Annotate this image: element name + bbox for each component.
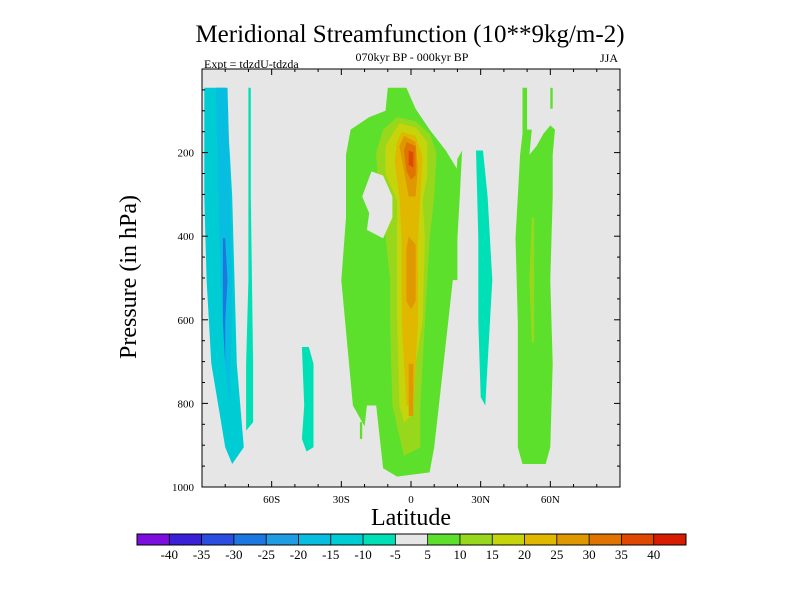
colorbar-swatch [298, 534, 332, 545]
contour-region-sh-small-blob [301, 347, 314, 452]
colorbar-level-label: 40 [647, 547, 660, 562]
contour-region-nh-60-positive [515, 87, 555, 465]
colorbar-swatch [556, 534, 590, 545]
colorbar-level-label: 20 [518, 547, 531, 562]
colorbar-level-label: 10 [453, 547, 466, 562]
season-label: JJA [600, 51, 618, 65]
y-tick-label: 400 [178, 231, 195, 243]
chart-title: Meridional Streamfunction (10**9kg/m-2) [195, 21, 624, 48]
colorbar-swatch [589, 534, 622, 545]
colorbar-swatch [137, 534, 170, 545]
colorbar-swatch [621, 534, 655, 545]
colorbar-level-label: 25 [550, 547, 563, 562]
y-tick-label: 800 [178, 398, 195, 410]
colorbar-frame [136, 533, 687, 546]
y-axis-label: Pressure (in hPa) [116, 195, 142, 359]
contour-region-nh-strip-top [550, 87, 553, 109]
colorbar-level-label: -30 [225, 547, 242, 562]
contour-region-gap-white [362, 171, 393, 239]
x-tick-label: 60S [263, 494, 280, 506]
contour-region-tiny-positive [359, 422, 363, 439]
colorbar-swatch [201, 534, 235, 545]
colorbar-swatch [427, 534, 461, 545]
colorbar-level-label: -35 [193, 547, 210, 562]
contour-region-sh-negative-inner [222, 238, 228, 364]
contour-region-nh-60-inner [529, 217, 535, 343]
colorbar-level-label: 15 [486, 547, 499, 562]
colorbar-swatch [653, 534, 687, 545]
colorbar-swatch [169, 534, 202, 545]
colorbar-level-label: 30 [583, 547, 596, 562]
x-tick-label: 30N [471, 494, 490, 506]
contour-region-hadley-35 [408, 150, 414, 168]
x-tick-label: 0 [408, 494, 414, 506]
colorbar-swatch [330, 534, 364, 545]
colorbar-level-label: -20 [290, 547, 307, 562]
colorbar-swatch [363, 534, 396, 545]
experiment-label: Expt = tdzdU-tdzda [204, 57, 299, 71]
colorbar-swatch [233, 534, 267, 545]
y-tick-label: 1000 [172, 482, 195, 494]
x-axis-ticks: 60S 30S 0 30N 60N [224, 69, 598, 506]
contour-region-nh-negative-strip [476, 150, 493, 406]
x-axis-label: Latitude [371, 505, 451, 531]
contour-regions [204, 87, 555, 477]
contour-region-nh-positive-strip [452, 150, 463, 281]
colorbar-swatch [266, 534, 299, 545]
colorbar-level-label: -40 [161, 547, 178, 562]
colorbar-level-label: -15 [322, 547, 339, 562]
contour-region-hadley-25-mid [406, 236, 416, 310]
chart-subtitle: 070kyr BP - 000kyr BP [356, 50, 469, 64]
y-tick-label: 200 [178, 148, 195, 160]
colorbar: -40 -35 -30 -25 -20 -15 -10 -5 5 10 15 20 25 30 35 40 [136, 533, 687, 562]
colorbar-level-label: -25 [258, 547, 275, 562]
y-axis-ticks: 200 400 600 800 1000 [172, 89, 620, 494]
contour-region-hadley-25-low [408, 363, 414, 416]
contour-region-sh-strip-2 [246, 87, 254, 431]
colorbar-swatch [459, 534, 493, 545]
colorbar-level-label: -5 [390, 547, 401, 562]
colorbar-swatch [524, 534, 558, 545]
plot-area: 60S 30S 0 30N 60N 200 400 600 800 1000 [172, 68, 621, 506]
colorbar-level-label: 35 [615, 547, 628, 562]
colorbar-level-label: -10 [354, 547, 371, 562]
colorbar-swatch [492, 534, 525, 545]
colorbar-level-label: 5 [424, 547, 431, 562]
y-tick-label: 600 [178, 315, 195, 327]
colorbar-swatch [395, 534, 428, 545]
x-tick-label: 30S [333, 494, 350, 506]
x-tick-label: 60N [541, 494, 560, 506]
